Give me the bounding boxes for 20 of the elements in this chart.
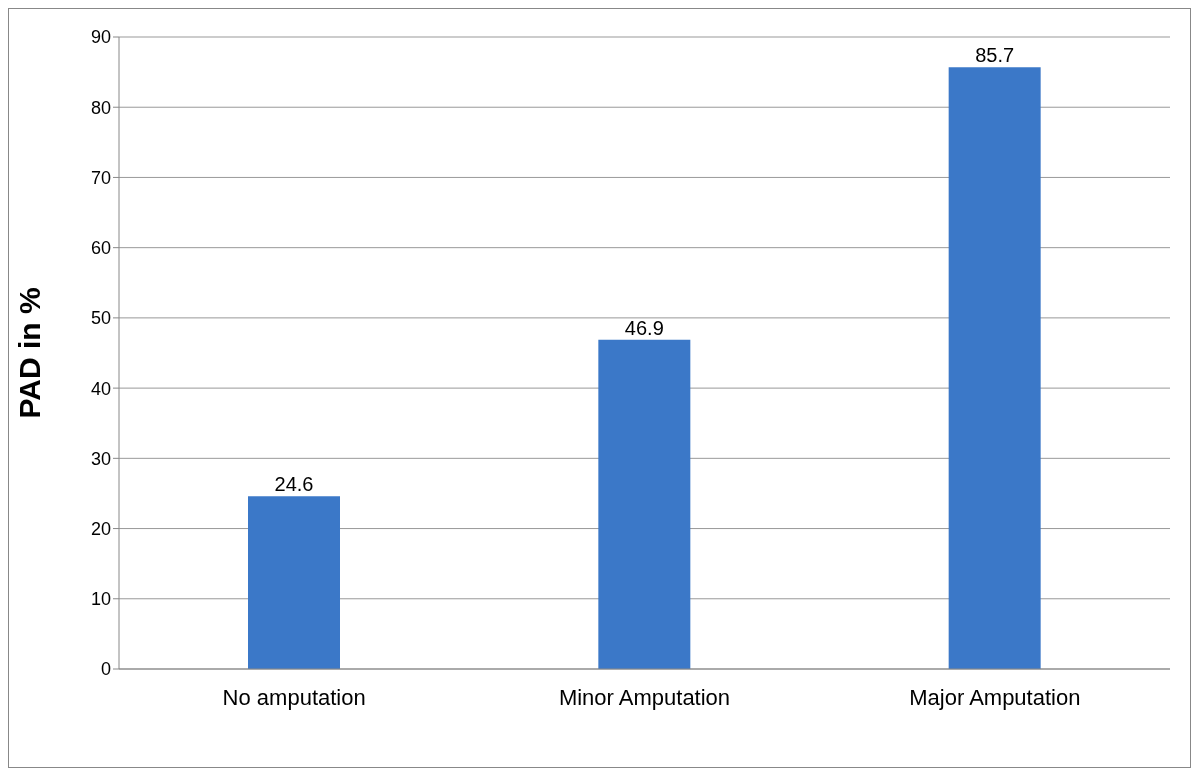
x-tick-label: Minor Amputation [558, 684, 731, 710]
bar [948, 67, 1041, 669]
y-tick-label: 20 [90, 518, 111, 539]
data-label: 24.6 [274, 473, 314, 496]
x-tick-label: Major Amputation [909, 684, 1081, 710]
y-tick-label: 40 [90, 378, 111, 399]
y-tick-label: 80 [90, 97, 111, 118]
y-tick-label: 10 [90, 589, 111, 610]
data-label: 46.9 [624, 316, 664, 339]
bar [598, 339, 691, 669]
data-label: 85.7 [975, 44, 1015, 67]
y-tick-label: 70 [90, 167, 111, 188]
y-tick-label: 30 [90, 448, 111, 469]
y-axis-title: PAD in % [12, 287, 46, 419]
y-tick-label: 90 [90, 27, 111, 48]
y-tick-label: 50 [90, 308, 111, 329]
y-tick-label: 0 [100, 659, 111, 680]
x-tick-label: No amputation [222, 684, 366, 710]
bar [248, 496, 340, 669]
y-tick-label: 60 [90, 238, 111, 259]
